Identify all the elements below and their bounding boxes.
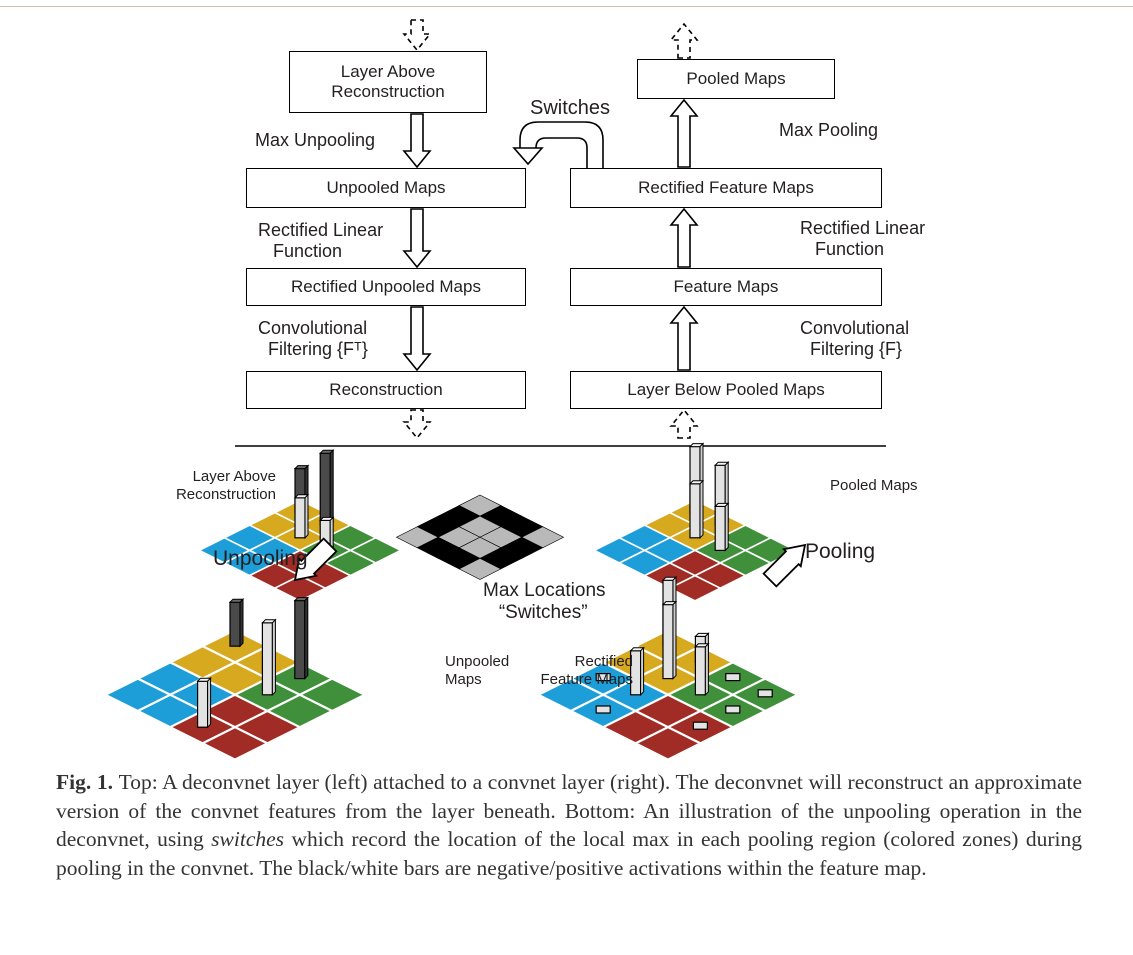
label-max-unpooling: Max Unpooling [255, 130, 375, 151]
box-pooled-maps: Pooled Maps [637, 59, 835, 99]
box-rectified-feature-maps: Rectified Feature Maps [570, 168, 882, 208]
label-pooled-maps-small: Pooled Maps [830, 477, 918, 495]
box-reconstruction: Reconstruction [246, 371, 526, 409]
label-conv-filtering-right: Convolutional Filtering {F} [800, 318, 909, 360]
label-pooling: Pooling [805, 540, 875, 565]
label-rectified-linear-right: Rectified Linear Function [800, 218, 925, 260]
label-rectified-linear-left: Rectified Linear Function [258, 220, 383, 262]
box-feature-maps: Feature Maps [570, 268, 882, 306]
label-conv-filtering-left: Convolutional Filtering {Fᵀ} [258, 318, 368, 360]
label-max-pooling: Max Pooling [779, 120, 878, 141]
figure-page: Layer Above Reconstruction Unpooled Maps… [0, 0, 1133, 955]
label-rectified-feature-small: Rectified Feature Maps [540, 653, 633, 688]
label-unpooling: Unpooling [213, 547, 308, 572]
label-switches: Switches [530, 97, 610, 121]
label-max-locations: Max Locations “Switches” [483, 580, 606, 625]
box-layer-above-reconstruction: Layer Above Reconstruction [289, 51, 487, 113]
box-unpooled-maps: Unpooled Maps [246, 168, 526, 208]
label-unpooled-maps-small: Unpooled Maps [445, 653, 509, 688]
figure-caption: Fig. 1. Top: A deconvnet layer (left) at… [56, 768, 1082, 882]
box-layer-below-pooled-maps: Layer Below Pooled Maps [570, 371, 882, 409]
box-rectified-unpooled-maps: Rectified Unpooled Maps [246, 268, 526, 306]
label-layer-above-small: Layer Above Reconstruction [176, 468, 276, 503]
